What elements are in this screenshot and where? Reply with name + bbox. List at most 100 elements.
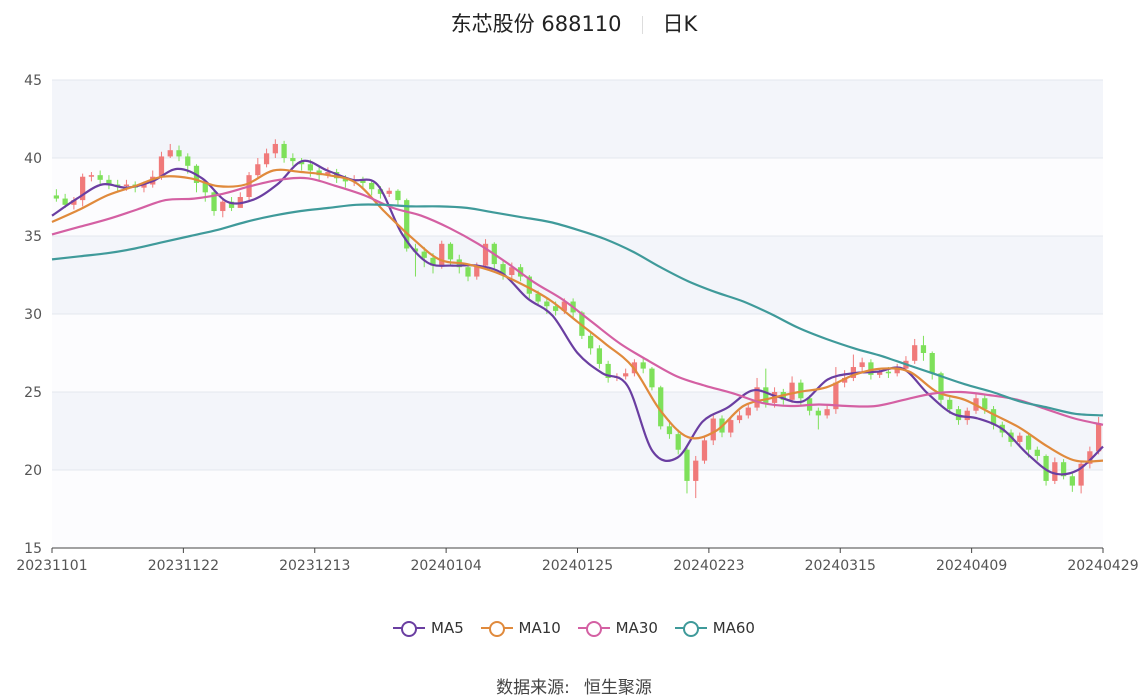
- candle: [421, 246, 427, 268]
- legend-item-ma5[interactable]: MA5: [393, 619, 464, 637]
- candle-body: [605, 363, 611, 378]
- candle-body: [666, 426, 673, 435]
- candle-body: [929, 353, 935, 374]
- legend-swatch-icon: [674, 621, 707, 637]
- candle: [465, 264, 471, 282]
- legend-item-ma60[interactable]: MA60: [674, 619, 755, 637]
- legend-swatch-icon: [480, 621, 513, 637]
- candle-body: [885, 371, 892, 374]
- candle-body: [1025, 435, 1032, 450]
- candle: [605, 360, 611, 383]
- candle-body: [1087, 451, 1093, 464]
- candle: [80, 173, 86, 207]
- candle-body: [377, 189, 384, 194]
- candle-body: [395, 190, 401, 201]
- candle-body: [947, 399, 953, 410]
- candle-body: [544, 301, 550, 307]
- candle: [745, 402, 751, 419]
- candle-body: [202, 182, 208, 193]
- x-tick-label: 20240104: [410, 558, 481, 574]
- x-tick-label: 20231122: [148, 558, 219, 574]
- candle: [482, 239, 489, 268]
- stock-name: 东芯股份 688110: [450, 12, 622, 36]
- candle-body: [596, 348, 603, 364]
- data-source: 数据来源: 恒生聚源: [0, 673, 1148, 698]
- candle-body: [736, 415, 743, 421]
- candle: [1087, 446, 1093, 469]
- candle-body: [500, 264, 506, 275]
- candle-body: [658, 387, 664, 427]
- x-tick-label: 20231213: [279, 558, 350, 574]
- candle-body: [53, 195, 60, 199]
- x-tick-label: 20240125: [542, 558, 613, 574]
- candle-body: [474, 265, 480, 277]
- candle-body: [1060, 462, 1067, 477]
- candle-body: [1017, 435, 1023, 442]
- candle: [395, 189, 401, 205]
- candle: [824, 404, 830, 419]
- candle-body: [430, 257, 436, 266]
- candle-body: [675, 434, 681, 450]
- candle-body: [62, 198, 68, 205]
- legend-item-ma30[interactable]: MA30: [577, 619, 658, 637]
- candle-body: [728, 420, 734, 433]
- candle-body: [789, 382, 795, 400]
- candle-body: [421, 251, 427, 258]
- candle-body: [228, 201, 235, 208]
- candle-body: [1052, 462, 1058, 481]
- x-tick-label: 20240429: [1067, 558, 1138, 574]
- candle-body: [912, 345, 918, 361]
- candle-body: [894, 368, 900, 374]
- candle-body: [561, 301, 567, 311]
- plot-band: [52, 158, 1103, 236]
- candle: [929, 351, 935, 380]
- x-tick-label: 20240223: [673, 558, 744, 574]
- ma-line-ma10: [51, 168, 1104, 463]
- candle: [272, 139, 278, 158]
- candle-body: [325, 172, 331, 176]
- candle-body: [859, 362, 865, 368]
- legend-label: MA60: [712, 619, 755, 637]
- legend-swatch-icon: [393, 621, 425, 637]
- candle: [386, 187, 392, 197]
- candle-body: [272, 143, 278, 154]
- candle: [877, 368, 883, 378]
- candle: [202, 181, 208, 202]
- candle-body: [623, 373, 629, 377]
- y-tick-label: 15: [24, 541, 42, 557]
- candle: [815, 407, 821, 430]
- candle: [1052, 457, 1058, 485]
- candle: [675, 429, 681, 455]
- candle-body: [640, 362, 646, 369]
- candle-body: [745, 407, 751, 416]
- candle: [640, 357, 646, 374]
- candle-body: [833, 382, 839, 410]
- candle: [71, 197, 77, 210]
- candle: [176, 145, 182, 162]
- plot-band: [52, 80, 1103, 158]
- candle: [500, 260, 506, 280]
- candle: [701, 435, 708, 464]
- ma-line-ma30: [51, 176, 1104, 426]
- candle-body: [701, 440, 708, 461]
- period-label[interactable]: 日K: [662, 12, 698, 36]
- candle: [990, 406, 997, 430]
- y-tick-label: 40: [24, 151, 42, 167]
- candle: [596, 345, 603, 369]
- candle-body: [281, 143, 287, 158]
- candle: [1034, 446, 1040, 461]
- candle: [263, 148, 270, 168]
- candle-body: [824, 409, 830, 416]
- candle: [255, 158, 261, 179]
- candle-body: [754, 387, 760, 408]
- candle-body: [141, 184, 147, 188]
- y-tick-label: 20: [24, 463, 42, 479]
- candle-body: [938, 373, 944, 400]
- legend-item-ma10[interactable]: MA10: [480, 619, 561, 637]
- candle-body: [439, 243, 445, 266]
- candle: [88, 172, 95, 182]
- candle-body: [552, 306, 559, 311]
- candle: [894, 363, 900, 377]
- candle: [693, 455, 699, 499]
- candle-body: [123, 184, 130, 187]
